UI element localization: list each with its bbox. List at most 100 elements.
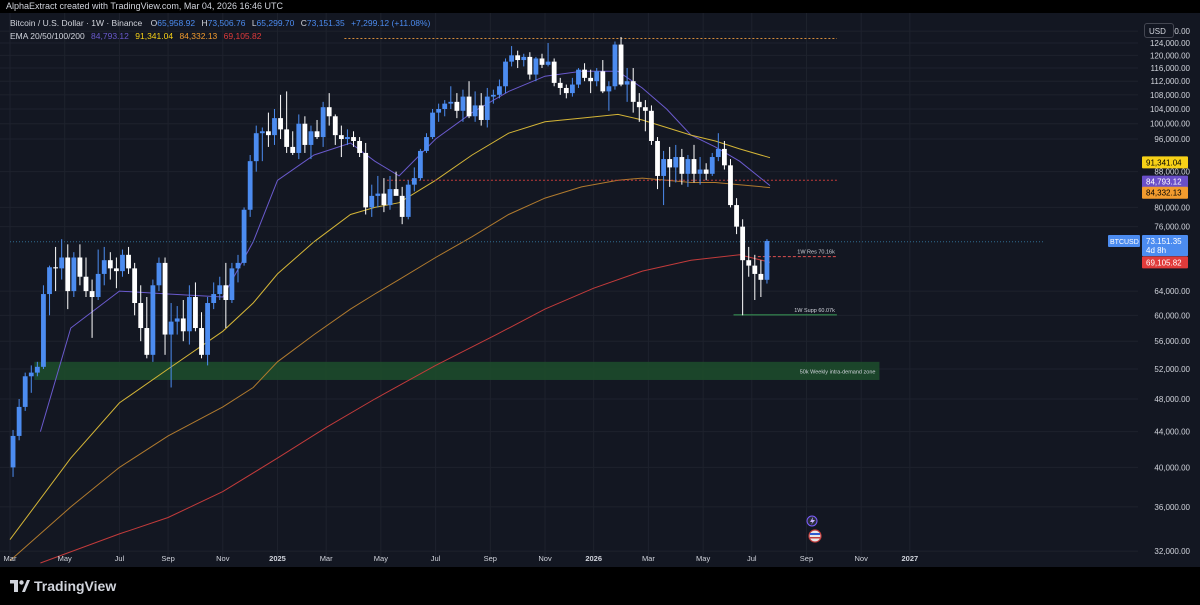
candle-body [314,131,320,138]
candle [387,175,393,210]
axis-price-tag-bg [1142,156,1188,169]
candle-body [685,159,691,174]
candle [89,279,95,338]
candle [685,154,691,187]
candle [351,131,356,147]
price-tick-label: 44,000.00 [1154,428,1190,437]
candle [746,246,752,277]
candle-body [600,71,606,92]
candle-body [308,131,314,145]
candle [278,94,283,140]
open-value: 65,958.92 [157,18,196,28]
flag-stripe-icon [810,537,820,539]
candle-body [89,291,95,298]
demand-zone-label: 50k Weekly intra-demand zone [800,369,876,375]
candle [436,103,442,122]
candle [624,68,630,102]
candle-body [290,146,296,153]
candle [259,127,265,162]
candle-body [539,58,545,65]
candle [174,306,180,335]
candle-body [636,101,642,108]
candle-body [41,294,46,367]
candle-body [551,61,557,83]
candle-body [120,254,125,272]
bottom-bar: TradingView [0,567,1200,605]
candle-body [649,110,654,141]
price-tick-label: 32,000.00 [1154,547,1190,556]
price-tick-label: 80,000.00 [1154,203,1190,212]
candle-body [259,131,265,134]
candle-body [284,129,290,147]
candle-body [16,406,22,436]
candle-body [509,55,514,62]
candle-body [411,178,417,185]
candle [326,93,332,126]
symbol-legend[interactable]: Bitcoin / U.S. Dollar · 1W · Binance O65… [10,18,430,28]
candle [630,68,636,113]
candle-body [740,226,746,261]
candle [180,300,186,342]
axis-price-tag-bg [1142,256,1188,269]
candle-body [101,260,107,274]
candle-body [326,107,332,117]
candle [381,178,387,213]
candle [697,157,703,185]
candle-body [10,435,16,468]
candle-body [478,105,484,120]
ema200-value: 69,105.82 [223,31,262,41]
candle-body [114,268,119,272]
currency-button[interactable]: USD [1144,23,1174,38]
candle-body [387,189,393,206]
candle-body [490,94,496,97]
candle [454,93,460,119]
candle-body [679,157,685,174]
candle-body [180,318,186,332]
candle [199,312,204,359]
candle [594,68,600,87]
candle [393,171,399,196]
candle-body [363,152,369,208]
candle [272,109,277,145]
candle-body [223,285,229,301]
candle-body [709,157,715,174]
candle [715,133,721,162]
candle-body [357,140,362,153]
candle [211,282,217,310]
candle [484,87,490,128]
candle-body [278,118,283,130]
candle-body [22,376,28,407]
chart-area[interactable]: 50k Weekly intra-demand zone 1W Res 70.1… [0,13,1200,567]
candle [466,81,472,119]
candle-body [442,103,448,110]
candle [22,372,28,411]
close-value: 73,151.35 [306,18,345,28]
price-chart[interactable]: 50k Weekly intra-demand zone 1W Res 70.1… [0,13,1200,567]
candle-body [758,273,764,280]
candle-body [642,107,648,111]
candle-body [138,303,144,329]
candle-body [241,209,247,263]
ema-legend[interactable]: EMA 20/50/100/200 84,793.12 91,341.04 84… [10,31,261,41]
axis-price-tag-bg [1142,244,1188,257]
price-tick-label: 96,000.00 [1154,135,1190,144]
candle [691,144,697,183]
price-tick-label: 116,000.00 [1151,64,1191,73]
time-tick-label: 2025 [269,554,286,563]
candle [223,262,229,329]
candle-body [405,184,411,217]
candle-body [229,268,235,301]
candle-body [722,148,727,166]
price-axis: 128,000.00124,000.00120,000.00116,000.00… [1138,13,1200,567]
candle [521,53,527,67]
candle [235,254,241,283]
candle [308,125,314,160]
candle-body [266,131,271,136]
candle-body [272,118,277,136]
candle-body [150,285,156,355]
candle-body [156,262,162,286]
candle [126,246,131,274]
candle-body [302,123,308,145]
price-tick-label: 112,000.00 [1151,77,1191,86]
tradingview-logo[interactable]: TradingView [10,577,116,595]
